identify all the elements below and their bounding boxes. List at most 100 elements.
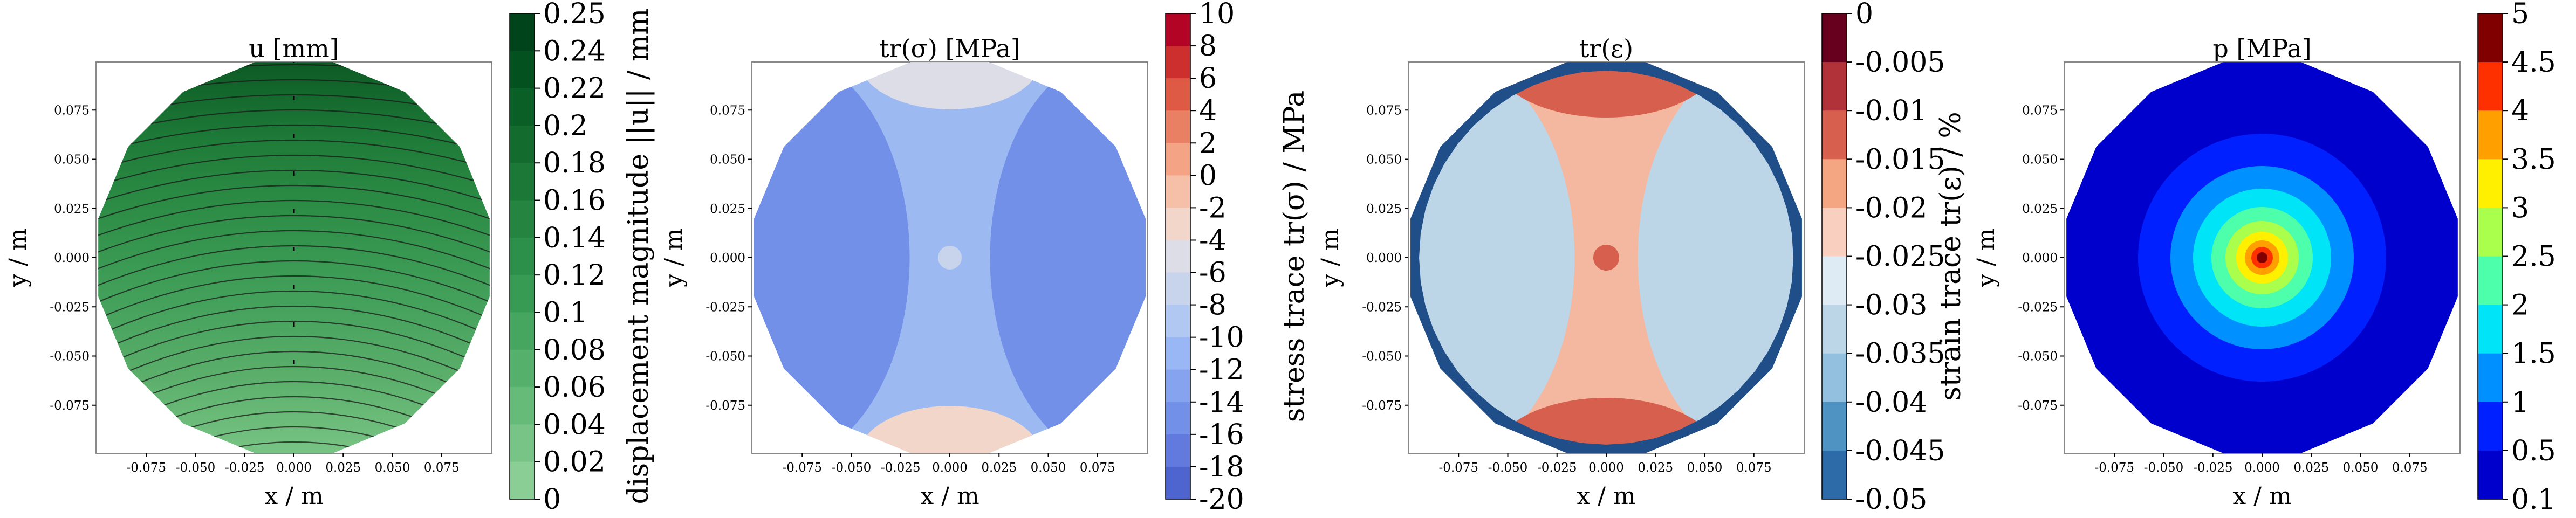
- x-axis-label: x / m: [264, 482, 323, 510]
- colorbar-segment: [1822, 62, 1847, 111]
- y-tick-label: 0.000: [2022, 251, 2058, 265]
- colorbar-tick-label: 2.5: [2511, 241, 2556, 273]
- colorbar-label: displacement magnitude ||u|| / mm: [622, 9, 655, 505]
- colorbar-tick-label: -0.02: [1855, 192, 1927, 224]
- streamline: [98, 184, 490, 221]
- y-tick-label: -0.075: [50, 399, 90, 413]
- colorbar-tick-label: 0.08: [543, 334, 606, 367]
- pressure-contour: [2257, 252, 2267, 263]
- colorbar-tick-label: 0.1: [2511, 484, 2556, 516]
- y-tick-label: 0.000: [54, 251, 90, 265]
- stress-spot: [938, 246, 962, 270]
- x-axis-label: x / m: [920, 482, 979, 510]
- colorbar-segment: [510, 424, 535, 462]
- colorbar-tick-label: 0.02: [543, 446, 606, 479]
- panel-displacement: u [mm] -0.075 -0.050 -0.025 0.000 0.025 0.050…: [4, 0, 655, 516]
- colorbar-segment: [510, 275, 535, 313]
- colorbar-tick-label: 4: [2511, 95, 2529, 127]
- x-tick-label: 0.075: [2392, 461, 2428, 475]
- colorbar-tick-label: 4.5: [2511, 46, 2556, 79]
- field: [754, 62, 1146, 453]
- colorbar-segment: [1166, 337, 1190, 370]
- y-tick-label: 0.075: [54, 103, 90, 118]
- x-tick-label: 0.000: [932, 461, 968, 475]
- y-tick-label: 0.025: [710, 202, 745, 216]
- colorbar-segment: [1166, 305, 1190, 338]
- colorbar-segment: [1822, 353, 1847, 403]
- colorbar-segment: [1822, 13, 1847, 63]
- colorbar-segment: [1822, 110, 1847, 160]
- colorbar-tick-label: -0.025: [1855, 241, 1945, 273]
- colorbar-tick-label: 0.04: [543, 409, 606, 441]
- streamline: [98, 215, 490, 254]
- streamline: [98, 441, 490, 453]
- streamline: [98, 426, 490, 453]
- colorbar-segment: [1166, 78, 1190, 111]
- colorbar-segment: [1166, 110, 1190, 143]
- colorbar-segment: [2478, 450, 2503, 500]
- streamline: [98, 306, 490, 354]
- colorbar-tick-label: -0.04: [1855, 386, 1927, 419]
- y-tick-label: -0.050: [50, 350, 90, 364]
- streamline: [98, 124, 490, 154]
- colorbar-segment: [510, 163, 535, 201]
- streamline: [98, 321, 490, 371]
- colorbar-tick-label: -0.05: [1855, 484, 1927, 516]
- colorbar-segment: [1166, 466, 1190, 500]
- colorbar-segment: [1166, 272, 1190, 306]
- panel-stress-trace: tr(σ) [MPa] -0.075 -0.050 -0.025 0.000 0.025…: [660, 0, 1311, 516]
- x-tick-label: -0.050: [832, 461, 872, 475]
- y-tick-label: 0.075: [1366, 103, 1402, 118]
- field: [1410, 62, 1802, 453]
- colorbar-segment: [1166, 434, 1190, 467]
- y-tick-label: -0.075: [2018, 399, 2058, 413]
- colorbar-tick-label: 6: [1199, 63, 1217, 95]
- strain-spot: [1593, 245, 1619, 271]
- colorbar-segment: [1822, 305, 1847, 354]
- colorbar-tick-label: -0.045: [1855, 435, 1945, 467]
- colorbar-tick-label: 2: [1199, 127, 1217, 160]
- colorbar-segment: [1822, 208, 1847, 257]
- colorbar-segment: [2478, 256, 2503, 306]
- x-tick-label: 0.050: [1031, 461, 1066, 475]
- x-tick-label: -0.050: [176, 461, 216, 475]
- colorbar-segment: [1166, 175, 1190, 208]
- x-axis-label: x / m: [1577, 482, 1635, 510]
- panel-title: tr(ε): [1579, 34, 1633, 63]
- strain-band: [1493, 398, 1719, 453]
- colorbar-tick-label: -0.01: [1855, 95, 1927, 127]
- colorbar-segment: [510, 88, 535, 126]
- colorbar-tick-label: 1: [2511, 386, 2529, 419]
- y-axis-label: y / m: [4, 228, 32, 287]
- x-tick-label: -0.050: [2144, 461, 2184, 475]
- streamline: [98, 260, 490, 305]
- strain-band: [1493, 62, 1719, 118]
- x-tick-label: 0.000: [1588, 461, 1624, 475]
- panel-title: p [MPa]: [2212, 34, 2311, 63]
- colorbar-tick-label: -2: [1199, 192, 1227, 224]
- strain-rim: [1410, 62, 1802, 453]
- colorbar-tick-label: 10: [1199, 0, 1235, 30]
- colorbar-segment: [1166, 143, 1190, 176]
- y-tick-label: 0.000: [710, 251, 745, 265]
- y-tick-label: 0.050: [54, 153, 90, 167]
- panel-title: u [mm]: [249, 34, 339, 63]
- y-tick-label: 0.000: [1366, 251, 1402, 265]
- colorbar-segment: [510, 312, 535, 350]
- panel-pore-pressure: p [MPa] -0.075 -0.050 -0.025 0.000 0.025 0.05…: [1972, 0, 2556, 516]
- colorbar-tick-label: -0.035: [1855, 338, 1945, 370]
- colorbar-tick-label: -0.005: [1855, 46, 1945, 79]
- colorbar-tick-label: 0: [1199, 160, 1217, 192]
- colorbar-segment: [2478, 159, 2503, 208]
- colorbar-segment: [1822, 450, 1847, 500]
- colorbar-tick-label: 0.22: [543, 73, 606, 105]
- streamline: [98, 139, 490, 171]
- strain-lobe: [1638, 62, 1802, 453]
- strain-lobe: [1410, 62, 1575, 453]
- colorbar-tick-label: 0.5: [2511, 435, 2556, 467]
- colorbar-segment: [510, 200, 535, 238]
- colorbar-segment: [1166, 240, 1190, 273]
- colorbar-segment: [1166, 369, 1190, 403]
- colorbar-tick-label: 0.25: [543, 0, 606, 30]
